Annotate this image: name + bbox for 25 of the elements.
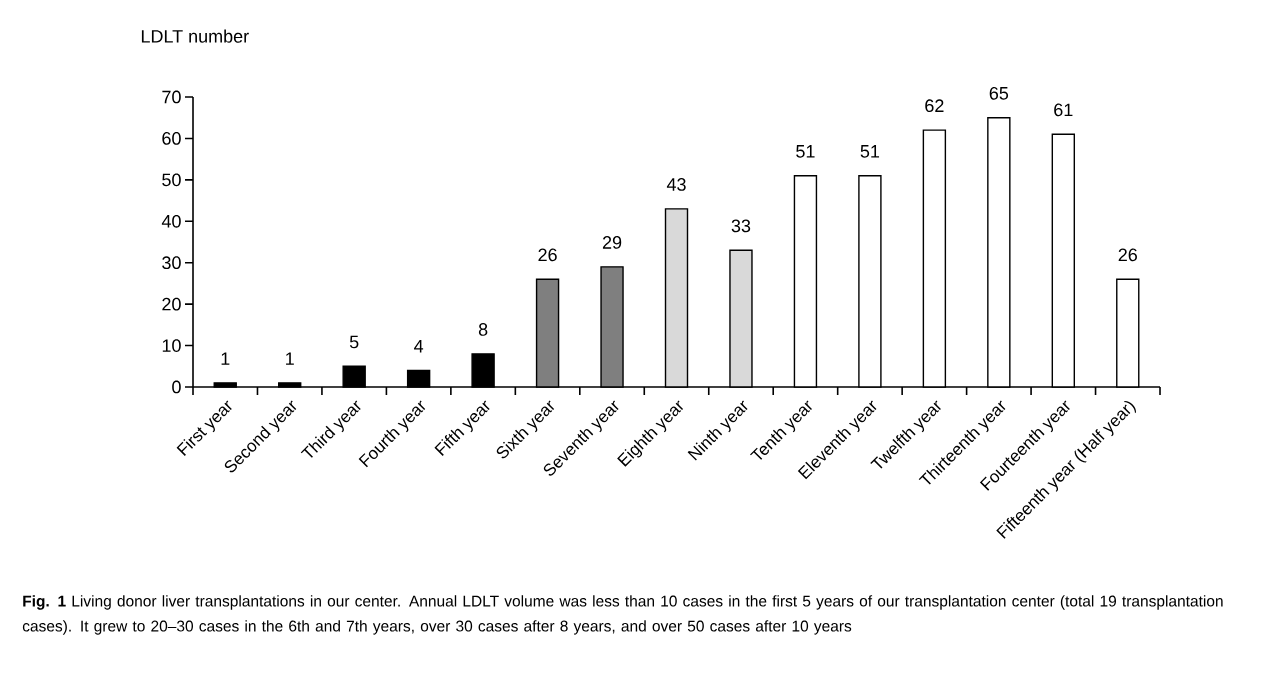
data-label: 43	[666, 178, 686, 191]
y-tick-label: 30	[162, 256, 181, 270]
data-label: 26	[538, 248, 557, 262]
data-label: 65	[989, 86, 1009, 100]
data-label: 62	[925, 99, 944, 113]
data-label: 8	[478, 323, 488, 336]
data-label: 4	[414, 340, 424, 353]
y-tick-label: 20	[162, 297, 181, 311]
y-axis-title: LDLT number	[141, 29, 249, 43]
data-label: 61	[1054, 103, 1073, 117]
data-label: 1	[286, 352, 294, 365]
y-tick-label: 40	[161, 214, 181, 228]
data-label: 51	[796, 145, 815, 158]
y-tick-label: 50	[162, 173, 181, 187]
y-tick-label: 0	[172, 380, 181, 394]
data-label: 5	[349, 335, 359, 349]
data-label: 51	[860, 145, 880, 158]
y-tick-label: 70	[162, 90, 181, 104]
y-tick-label: 60	[162, 132, 181, 145]
data-label: 29	[602, 236, 622, 249]
data-label: 26	[1118, 248, 1137, 262]
data-label: 33	[731, 219, 751, 233]
text: Fig. 1 Living donor liver transplantations in our center. Annual LDLT volume was less than 10 cases in the first 5 years of our transplantation center (total 19 transplantation cases). It grew to 20–30 cases in the 6th and 7th years, over 30 cases after 8 years, and over 50 cases after 10 years	[22, 595, 1223, 635]
data-label: 1	[221, 352, 230, 365]
y-tick-label: 10	[162, 339, 181, 352]
